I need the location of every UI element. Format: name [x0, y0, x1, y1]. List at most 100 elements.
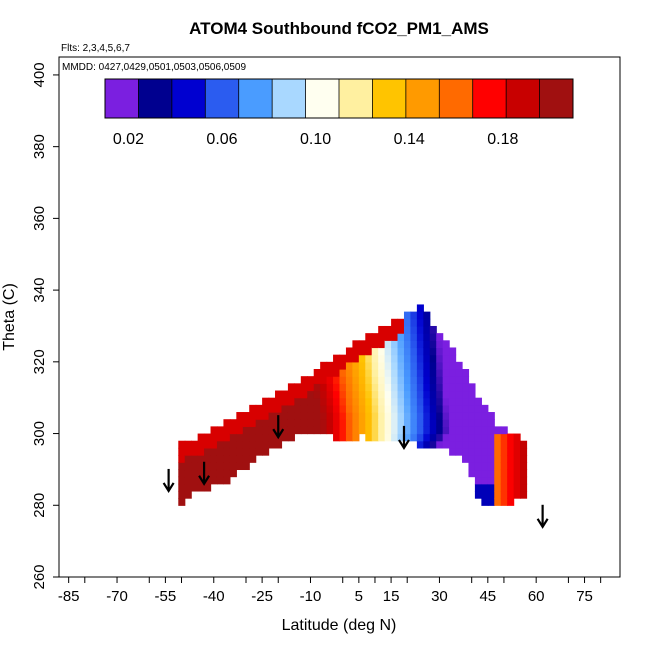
field-cell — [358, 412, 366, 420]
field-cell — [429, 369, 437, 377]
y-tick-label: 280 — [31, 493, 48, 518]
field-cell — [403, 318, 412, 327]
field-cell — [365, 369, 373, 377]
field-cell — [307, 419, 315, 427]
field-cell — [365, 397, 373, 406]
field-cell — [397, 325, 405, 334]
field-cell — [345, 412, 353, 420]
field-cell — [500, 490, 508, 499]
field-cell — [371, 383, 379, 392]
field-cell — [410, 376, 418, 384]
field-cell — [371, 412, 379, 420]
field-cell — [442, 390, 450, 399]
field-cell — [403, 426, 412, 435]
field-cell — [333, 383, 341, 392]
field-cell — [391, 325, 399, 334]
field-cell — [307, 426, 315, 435]
field-cell — [242, 447, 250, 456]
field-cell — [378, 376, 386, 384]
arrow-head — [198, 475, 211, 486]
field-cell — [216, 462, 225, 471]
field-cell — [184, 490, 192, 499]
field-cell — [442, 369, 450, 377]
field-cell — [320, 390, 328, 399]
field-cell — [397, 390, 405, 399]
field-cell — [397, 433, 405, 442]
field-cell — [513, 476, 521, 485]
field-cell — [403, 419, 412, 427]
field-cell — [275, 390, 283, 399]
field-cell — [236, 426, 244, 435]
field-cell — [507, 433, 515, 442]
field-cell — [352, 354, 360, 363]
field-cell — [262, 397, 270, 406]
field-cell — [268, 419, 276, 427]
field-cell — [429, 383, 437, 392]
field-cell — [481, 455, 489, 463]
field-cell — [255, 404, 263, 413]
field-cell — [204, 483, 212, 492]
field-cell — [378, 433, 386, 442]
field-cell — [410, 347, 418, 356]
field-cell — [365, 383, 373, 392]
field-cell — [416, 333, 424, 341]
field-cell — [423, 433, 431, 442]
field-cell — [507, 440, 515, 449]
field-cell — [191, 462, 199, 471]
field-cell — [436, 333, 444, 341]
field-cell — [494, 426, 502, 435]
field-cell — [287, 426, 295, 435]
field-cell — [449, 354, 457, 363]
field-cell — [191, 440, 199, 449]
field-cell — [423, 347, 431, 356]
field-cell — [462, 447, 470, 456]
field-cell — [333, 369, 341, 377]
field-cell — [365, 376, 373, 384]
field-cell — [287, 419, 295, 427]
field-cell — [294, 404, 302, 413]
field-cell — [449, 433, 457, 442]
field-cell — [268, 440, 276, 449]
field-cell — [449, 347, 457, 356]
field-cell — [468, 404, 476, 413]
field-cell — [371, 340, 379, 349]
field-cell — [352, 404, 360, 413]
field-cell — [391, 318, 399, 327]
arrow-head — [398, 439, 410, 450]
field-cell — [345, 404, 353, 413]
field-cell — [333, 361, 341, 370]
field-cell — [442, 347, 450, 356]
field-cell — [429, 333, 437, 341]
field-cell — [249, 447, 257, 456]
field-cell — [423, 354, 431, 363]
field-cell — [449, 426, 457, 435]
field-cell — [410, 404, 418, 413]
field-cell — [262, 433, 270, 442]
field-cell — [474, 419, 482, 427]
field-cell — [481, 476, 489, 485]
y-tick-label: 360 — [31, 206, 48, 231]
field-cell — [371, 376, 379, 384]
field-cell — [410, 412, 418, 420]
field-cell — [365, 412, 373, 420]
colorbar-swatch — [238, 79, 273, 118]
field-cell — [371, 433, 379, 442]
field-cell — [449, 369, 457, 377]
field-cell — [313, 390, 321, 399]
field-cell — [236, 455, 244, 463]
field-cell — [358, 404, 366, 413]
field-cell — [455, 426, 463, 435]
field-cell — [249, 455, 257, 463]
field-cell — [352, 340, 360, 349]
colorbar-swatch — [539, 79, 574, 118]
field-cell — [500, 476, 508, 485]
field-cell — [500, 440, 508, 449]
field-cell — [197, 447, 205, 456]
field-cell — [352, 397, 360, 406]
field-cell — [462, 455, 470, 463]
y-tick-label: 380 — [31, 134, 48, 159]
field-cell — [191, 483, 199, 492]
field-cell — [333, 397, 341, 406]
field-cell — [410, 311, 418, 320]
x-tick-label: -55 — [155, 588, 177, 605]
